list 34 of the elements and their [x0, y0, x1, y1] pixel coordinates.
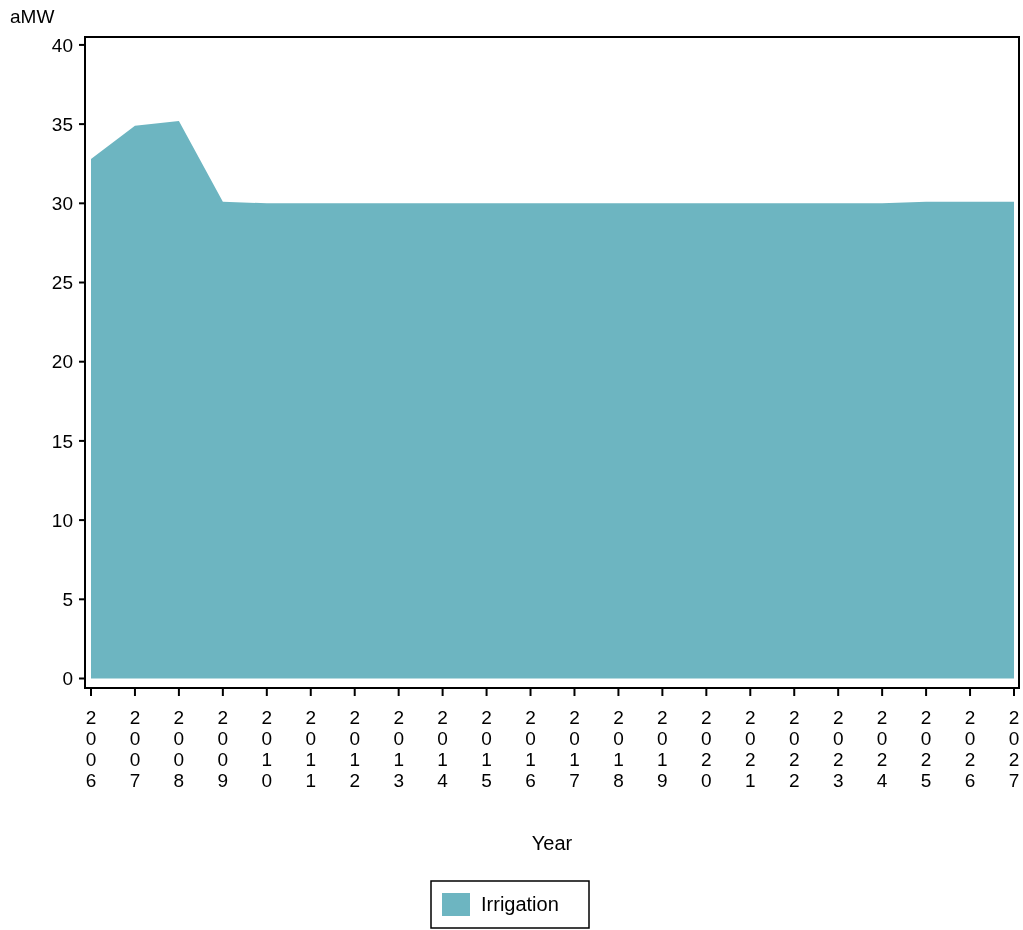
y-tick-label: 15 [51, 430, 73, 452]
y-tick-label: 10 [51, 509, 73, 531]
y-tick-label: 40 [51, 34, 73, 56]
x-tick-label: 2010 [261, 707, 273, 791]
x-tick-label: 2026 [964, 707, 976, 791]
y-tick-label: 0 [62, 668, 73, 690]
y-tick-label: 25 [51, 272, 73, 294]
x-tick-label: 2009 [217, 707, 229, 791]
x-tick-label: 2006 [85, 707, 97, 791]
x-tick-label: 2013 [393, 707, 404, 791]
y-tick-label: 20 [51, 351, 73, 373]
y-axis-title: aMW [10, 6, 55, 27]
x-tick-label: 2015 [481, 707, 492, 791]
x-tick-label: 2025 [920, 707, 932, 791]
x-tick-label: 2017 [569, 707, 580, 791]
x-tick-label: 2019 [657, 707, 668, 791]
x-tick-label: 2011 [305, 707, 317, 791]
x-tick-label: 2012 [349, 707, 360, 791]
x-tick-label: 2027 [1008, 707, 1020, 791]
x-tick-label: 2018 [613, 707, 624, 791]
x-tick-label: 2008 [173, 707, 185, 791]
x-tick-label: 2023 [832, 707, 844, 791]
x-tick-label: 2007 [129, 707, 141, 791]
x-tick-label: 2014 [437, 707, 449, 791]
x-tick-label: 2016 [525, 707, 536, 791]
y-tick-label: 5 [62, 588, 73, 610]
y-tick-label: 30 [51, 192, 73, 214]
x-tick-label: 2021 [745, 707, 756, 791]
x-tick-label: 2020 [701, 707, 712, 791]
y-tick-label: 35 [51, 113, 73, 135]
legend-label: Irrigation [481, 893, 559, 915]
x-tick-label: 2022 [788, 707, 800, 791]
x-axis-title: Year [531, 832, 573, 854]
x-tick-label: 2024 [876, 707, 888, 791]
